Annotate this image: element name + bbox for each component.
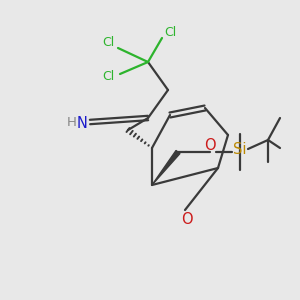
Text: Cl: Cl	[164, 26, 176, 40]
Polygon shape	[152, 151, 180, 185]
Text: O: O	[204, 137, 216, 152]
Text: H: H	[67, 116, 77, 130]
Text: Cl: Cl	[102, 70, 114, 83]
Text: Si: Si	[233, 142, 247, 158]
Text: N: N	[76, 116, 87, 130]
Text: O: O	[181, 212, 193, 227]
Text: Cl: Cl	[102, 37, 114, 50]
